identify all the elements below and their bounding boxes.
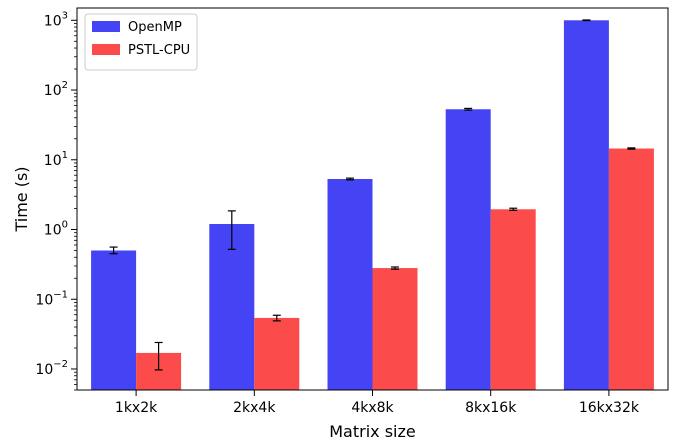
bar-openmp-4kx8k <box>327 179 373 390</box>
bar-openmp-8kx16k <box>445 109 491 390</box>
bar-openmp-2kx4k <box>209 223 255 390</box>
error-bars-layer <box>109 19 636 371</box>
x-tick-label-1kx2k: 1kx2k <box>115 400 158 416</box>
bar-openmp-1kx2k <box>91 250 137 390</box>
bar-openmp-16kx32k <box>563 20 609 390</box>
x-axis-label: Matrix size <box>329 422 415 441</box>
x-tick-label-4kx8k: 4kx8k <box>351 400 394 416</box>
y-axis-ticks: 10−2 10−1 100 101 102 103 <box>35 10 77 391</box>
x-tick-label-2kx4k: 2kx4k <box>233 400 276 416</box>
y-tick-label: 10−1 <box>35 289 68 308</box>
bar-pstl-cpu-8kx16k <box>490 209 536 390</box>
y-tick-label: 102 <box>44 80 68 99</box>
y-axis-label: Time (s) <box>12 166 31 232</box>
y-tick-label: 100 <box>44 220 68 239</box>
bar-pstl-cpu-2kx4k <box>254 317 300 390</box>
legend-swatch-openmp <box>92 21 120 32</box>
legend: OpenMP PSTL-CPU <box>84 13 198 71</box>
bar-pstl-cpu-16kx32k <box>608 148 654 390</box>
y-tick-label: 10−2 <box>35 359 68 378</box>
bar-pstl-cpu-4kx8k <box>372 268 418 390</box>
legend-swatch-pstl-cpu <box>92 44 120 55</box>
x-axis-ticks: 1kx2k 2kx4k 4kx8k 8kx16k 16kx32k <box>115 390 640 416</box>
bars-layer <box>91 20 654 390</box>
legend-label-pstl-cpu: PSTL-CPU <box>128 43 190 58</box>
legend-label-openmp: OpenMP <box>128 20 182 35</box>
y-tick-label: 103 <box>44 10 68 29</box>
x-tick-label-8kx16k: 8kx16k <box>465 400 517 416</box>
x-tick-label-16kx32k: 16kx32k <box>579 400 640 416</box>
y-tick-label: 101 <box>44 150 68 169</box>
